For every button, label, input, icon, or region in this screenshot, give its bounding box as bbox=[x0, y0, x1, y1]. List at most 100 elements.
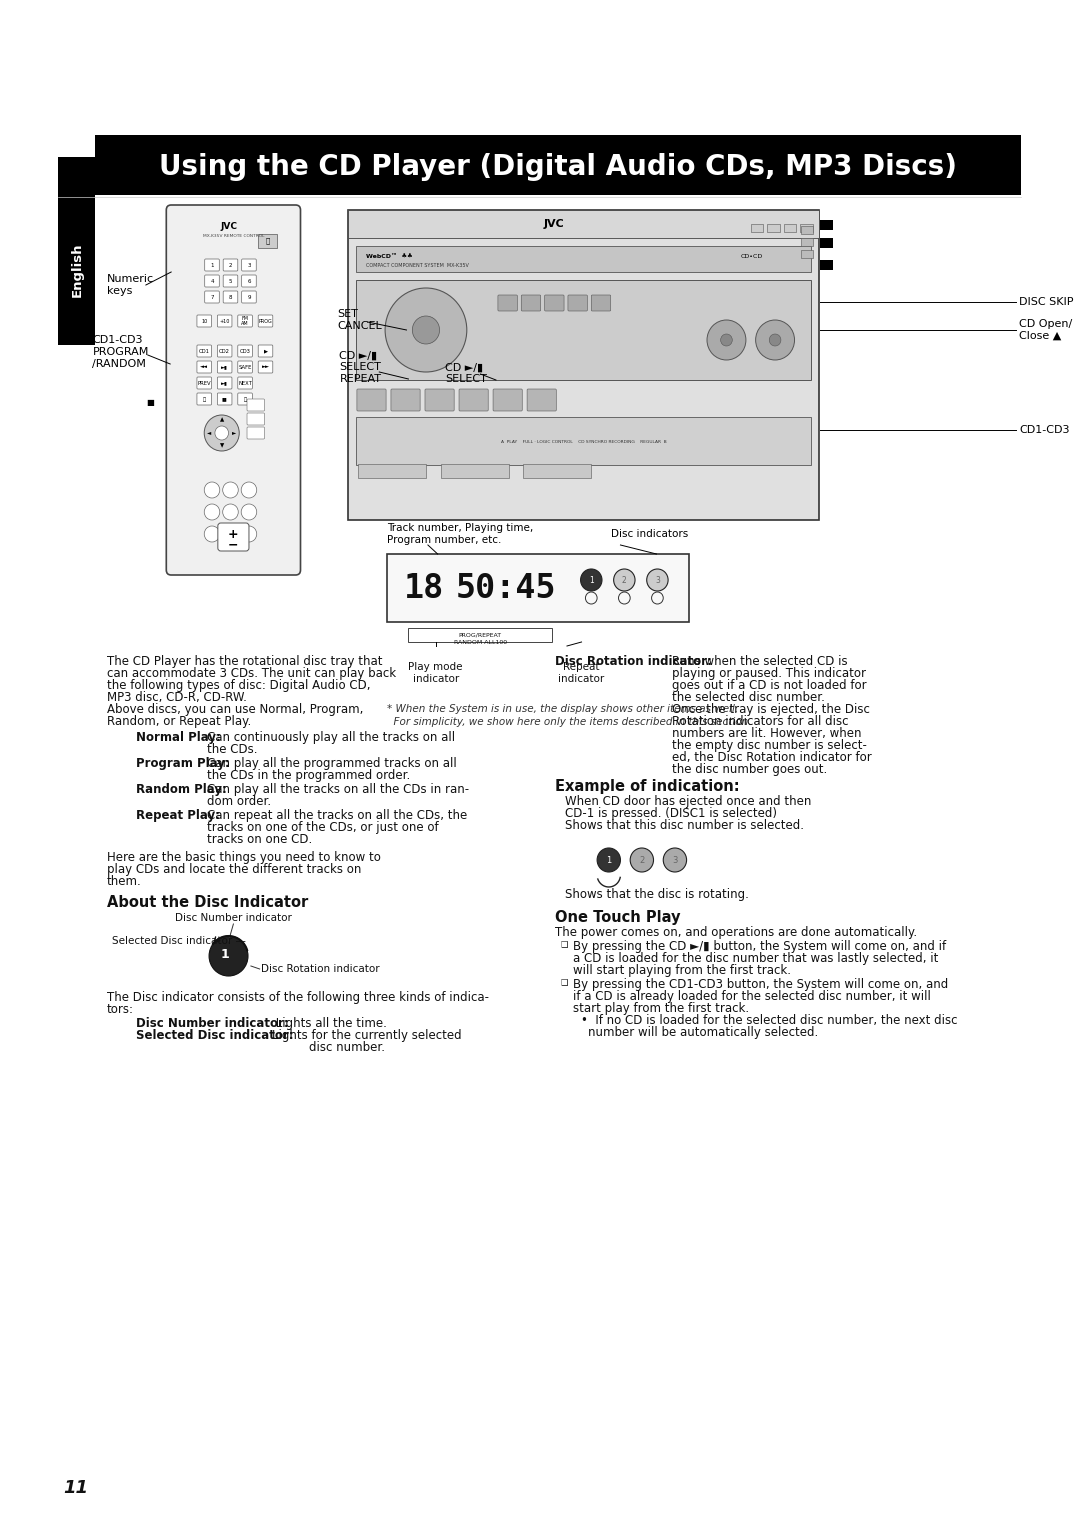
Bar bbox=[801, 251, 813, 258]
Circle shape bbox=[241, 481, 257, 498]
Bar bbox=[387, 555, 689, 622]
Text: the empty disc number is select-: the empty disc number is select- bbox=[672, 740, 867, 752]
FancyBboxPatch shape bbox=[459, 390, 488, 411]
Circle shape bbox=[215, 426, 229, 440]
Text: ⏻: ⏻ bbox=[266, 238, 270, 244]
Text: SET
CANCEL: SET CANCEL bbox=[337, 309, 382, 330]
Text: CD1: CD1 bbox=[199, 348, 210, 353]
Text: CD Open/
Close ▲: CD Open/ Close ▲ bbox=[1020, 319, 1072, 341]
Bar bbox=[58, 157, 95, 196]
Circle shape bbox=[204, 481, 220, 498]
Text: CD1-CD3
PROGRAM
/RANDOM: CD1-CD3 PROGRAM /RANDOM bbox=[93, 336, 149, 368]
Text: disc number.: disc number. bbox=[309, 1041, 386, 1054]
Text: Lights for the currently selected: Lights for the currently selected bbox=[272, 1028, 462, 1042]
Circle shape bbox=[413, 316, 440, 344]
Text: 1: 1 bbox=[606, 856, 611, 865]
Text: Above discs, you can use Normal, Program,: Above discs, you can use Normal, Program… bbox=[107, 703, 363, 717]
FancyBboxPatch shape bbox=[242, 275, 256, 287]
FancyBboxPatch shape bbox=[494, 390, 523, 411]
Text: Random Play:: Random Play: bbox=[136, 782, 227, 796]
Bar bbox=[95, 134, 1021, 196]
Text: ►▮: ►▮ bbox=[221, 380, 228, 385]
FancyBboxPatch shape bbox=[258, 361, 273, 373]
Text: 4: 4 bbox=[211, 278, 214, 284]
Text: * When the System is in use, the display shows other items as well.: * When the System is in use, the display… bbox=[387, 704, 739, 714]
Text: 6: 6 bbox=[247, 278, 251, 284]
Circle shape bbox=[613, 568, 635, 591]
Text: 50:45: 50:45 bbox=[456, 571, 556, 605]
Circle shape bbox=[597, 848, 620, 872]
Text: ❑: ❑ bbox=[561, 940, 568, 949]
Text: them.: them. bbox=[107, 876, 141, 888]
FancyBboxPatch shape bbox=[258, 345, 273, 358]
Text: number will be automatically selected.: number will be automatically selected. bbox=[589, 1025, 819, 1039]
Text: 1: 1 bbox=[220, 947, 229, 961]
Text: Can play all the tracks on all the CDs in ran-: Can play all the tracks on all the CDs i… bbox=[207, 782, 470, 796]
Text: the disc number goes out.: the disc number goes out. bbox=[672, 762, 827, 776]
FancyBboxPatch shape bbox=[591, 295, 610, 312]
FancyBboxPatch shape bbox=[224, 260, 238, 270]
Text: Here are the basic things you need to know to: Here are the basic things you need to kn… bbox=[107, 851, 381, 863]
Circle shape bbox=[631, 848, 653, 872]
Text: Repeat
indicator: Repeat indicator bbox=[558, 662, 605, 683]
Text: ▼: ▼ bbox=[219, 443, 224, 449]
Text: can accommodate 3 CDs. The unit can play back: can accommodate 3 CDs. The unit can play… bbox=[107, 668, 396, 680]
Text: Can repeat all the tracks on all the CDs, the: Can repeat all the tracks on all the CDs… bbox=[207, 808, 468, 822]
FancyBboxPatch shape bbox=[217, 377, 232, 390]
Circle shape bbox=[647, 568, 669, 591]
Bar bbox=[357, 465, 426, 478]
Text: ►►: ►► bbox=[261, 365, 270, 370]
Text: ⏭: ⏭ bbox=[243, 396, 246, 402]
Text: Repeat Play:: Repeat Play: bbox=[136, 808, 220, 822]
Text: JVC: JVC bbox=[544, 219, 565, 229]
Bar bbox=[523, 465, 591, 478]
Text: play CDs and locate the different tracks on: play CDs and locate the different tracks… bbox=[107, 863, 362, 876]
Text: 1: 1 bbox=[211, 263, 214, 267]
Text: Shows that the disc is rotating.: Shows that the disc is rotating. bbox=[565, 888, 748, 902]
Text: A  PLAY    FULL · LOGIC CONTROL    CD SYNCHRO RECORDING    REGULAR  B: A PLAY FULL · LOGIC CONTROL CD SYNCHRO R… bbox=[501, 440, 666, 445]
Bar bbox=[408, 628, 552, 642]
Bar bbox=[356, 246, 811, 272]
Circle shape bbox=[222, 481, 239, 498]
Text: will start playing from the first track.: will start playing from the first track. bbox=[572, 964, 791, 976]
Circle shape bbox=[204, 416, 240, 451]
Text: ▮▮: ▮▮ bbox=[221, 396, 228, 402]
Text: 11: 11 bbox=[64, 1479, 89, 1497]
FancyBboxPatch shape bbox=[247, 426, 265, 439]
Text: The Disc indicator consists of the following three kinds of indica-: The Disc indicator consists of the follo… bbox=[107, 992, 489, 1004]
FancyBboxPatch shape bbox=[197, 315, 212, 327]
Bar bbox=[801, 238, 813, 246]
Text: ►▮: ►▮ bbox=[221, 365, 228, 370]
Text: the following types of disc: Digital Audio CD,: the following types of disc: Digital Aud… bbox=[107, 678, 370, 692]
Text: ◄: ◄ bbox=[207, 431, 212, 435]
Text: WebCD™  ♣♣: WebCD™ ♣♣ bbox=[366, 254, 413, 258]
FancyBboxPatch shape bbox=[238, 377, 253, 390]
FancyBboxPatch shape bbox=[247, 399, 265, 411]
Bar bbox=[751, 225, 764, 232]
FancyBboxPatch shape bbox=[217, 361, 232, 373]
Circle shape bbox=[756, 319, 795, 361]
Text: 2: 2 bbox=[229, 263, 232, 267]
Text: tors:: tors: bbox=[107, 1002, 134, 1016]
Text: RANDOM ALL100: RANDOM ALL100 bbox=[454, 640, 507, 645]
Circle shape bbox=[241, 526, 257, 542]
Text: Disc Rotation indicator: Disc Rotation indicator bbox=[260, 964, 379, 973]
Text: ►: ► bbox=[232, 431, 237, 435]
Text: Play mode
indicator: Play mode indicator bbox=[408, 662, 463, 683]
Text: CD•CD: CD•CD bbox=[741, 254, 764, 258]
Text: Rotation indicators for all disc: Rotation indicators for all disc bbox=[672, 715, 849, 727]
Text: if a CD is already loaded for the selected disc number, it will: if a CD is already loaded for the select… bbox=[572, 990, 931, 1002]
Text: By pressing the CD1-CD3 button, the System will come on, and: By pressing the CD1-CD3 button, the Syst… bbox=[572, 978, 948, 992]
Text: COMPACT COMPONENT SYSTEM  MX-K35V: COMPACT COMPONENT SYSTEM MX-K35V bbox=[366, 263, 469, 267]
FancyBboxPatch shape bbox=[205, 275, 219, 287]
Text: One Touch Play: One Touch Play bbox=[555, 911, 680, 924]
FancyBboxPatch shape bbox=[205, 290, 219, 303]
Text: −: − bbox=[228, 538, 239, 552]
Text: Disc Number indicator:: Disc Number indicator: bbox=[136, 1018, 289, 1030]
Text: PREV: PREV bbox=[198, 380, 211, 385]
Text: NEXT: NEXT bbox=[238, 380, 252, 385]
Text: a CD is loaded for the disc number that was lastly selected, it: a CD is loaded for the disc number that … bbox=[572, 952, 939, 966]
FancyBboxPatch shape bbox=[197, 393, 212, 405]
Text: Runs when the selected CD is: Runs when the selected CD is bbox=[672, 656, 848, 668]
Circle shape bbox=[663, 848, 687, 872]
